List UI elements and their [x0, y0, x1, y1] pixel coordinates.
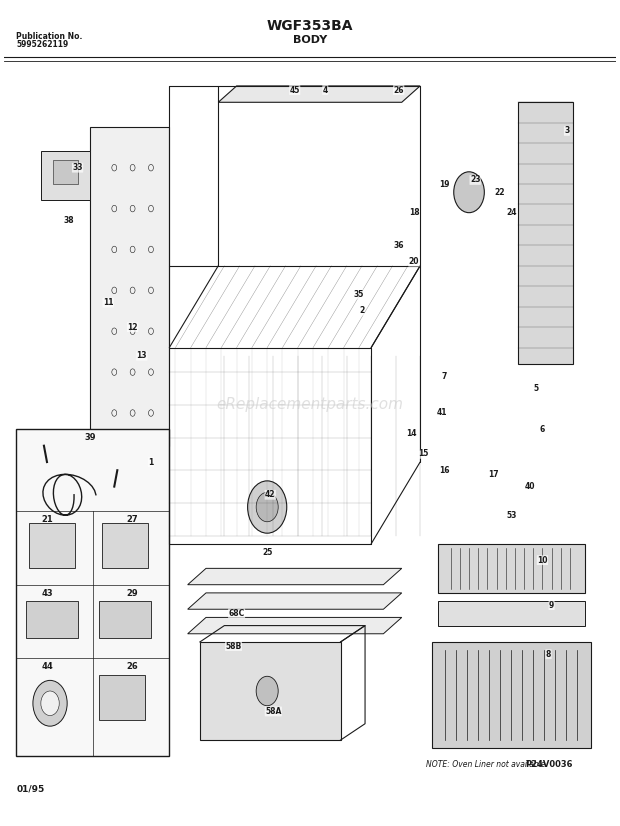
Polygon shape	[90, 127, 169, 446]
Text: 10: 10	[537, 556, 547, 565]
Circle shape	[256, 676, 278, 705]
Text: 20: 20	[409, 257, 419, 266]
Text: 22: 22	[494, 188, 505, 197]
Bar	[102, 524, 148, 568]
Text: 40: 40	[525, 482, 536, 491]
Polygon shape	[438, 601, 585, 625]
Text: 12: 12	[127, 323, 138, 332]
Text: 26: 26	[394, 86, 404, 94]
Text: 29: 29	[127, 589, 138, 598]
Text: 3: 3	[564, 126, 570, 135]
Text: 11: 11	[103, 298, 113, 307]
Text: 8: 8	[546, 650, 551, 658]
Text: 9: 9	[549, 601, 554, 610]
Text: 18: 18	[409, 208, 419, 217]
Text: 38: 38	[63, 216, 74, 225]
Text: 1: 1	[148, 458, 154, 467]
Text: 19: 19	[440, 179, 450, 188]
Circle shape	[41, 691, 60, 715]
Text: 33: 33	[73, 164, 83, 172]
Bar	[29, 524, 74, 568]
Text: 42: 42	[265, 491, 275, 499]
Text: 4: 4	[322, 86, 328, 94]
Text: 5995262119: 5995262119	[16, 40, 69, 49]
Text: 53: 53	[507, 510, 517, 520]
Text: 41: 41	[436, 409, 447, 417]
Text: eReplacementparts.com: eReplacementparts.com	[216, 397, 404, 412]
Text: 14: 14	[405, 429, 416, 438]
Bar	[53, 159, 78, 184]
Polygon shape	[188, 568, 402, 585]
Text: 27: 27	[127, 515, 138, 525]
Circle shape	[247, 481, 287, 534]
Text: 23: 23	[470, 175, 480, 184]
Text: 2: 2	[360, 306, 365, 316]
Polygon shape	[188, 617, 402, 634]
Polygon shape	[518, 102, 573, 364]
Circle shape	[33, 681, 67, 726]
Polygon shape	[200, 642, 340, 740]
Text: 44: 44	[41, 662, 53, 672]
Circle shape	[454, 172, 484, 212]
Polygon shape	[218, 86, 420, 102]
Text: 43: 43	[41, 589, 53, 598]
Text: Publication No.: Publication No.	[16, 32, 83, 41]
Bar	[41, 151, 90, 201]
Polygon shape	[188, 593, 402, 610]
Polygon shape	[438, 544, 585, 593]
Text: 13: 13	[136, 351, 147, 360]
Text: 25: 25	[262, 548, 272, 557]
Text: 36: 36	[394, 241, 404, 250]
Text: 01/95: 01/95	[16, 785, 45, 794]
Text: WGF353BA: WGF353BA	[267, 19, 353, 33]
Text: 58A: 58A	[265, 707, 281, 716]
Text: 39: 39	[84, 433, 95, 442]
Circle shape	[256, 492, 278, 522]
Polygon shape	[432, 642, 591, 748]
Text: 7: 7	[442, 372, 447, 381]
Text: 21: 21	[41, 515, 53, 525]
Text: P24V0036: P24V0036	[526, 760, 573, 769]
Text: 26: 26	[126, 662, 138, 672]
Bar	[99, 601, 151, 638]
Text: 15: 15	[418, 449, 428, 458]
Text: 17: 17	[488, 470, 499, 479]
Text: 24: 24	[507, 208, 517, 217]
Text: 35: 35	[354, 290, 364, 299]
Text: 6: 6	[540, 425, 545, 434]
Text: 58B: 58B	[226, 642, 242, 651]
Bar	[99, 675, 145, 719]
Text: 45: 45	[290, 86, 300, 94]
Text: 68C: 68C	[229, 609, 245, 618]
Bar	[16, 430, 169, 757]
Text: 5: 5	[534, 384, 539, 393]
Text: NOTE: Oven Liner not available: NOTE: Oven Liner not available	[426, 760, 546, 769]
Text: BODY: BODY	[293, 35, 327, 45]
Text: 16: 16	[440, 466, 450, 475]
Bar	[25, 601, 78, 638]
